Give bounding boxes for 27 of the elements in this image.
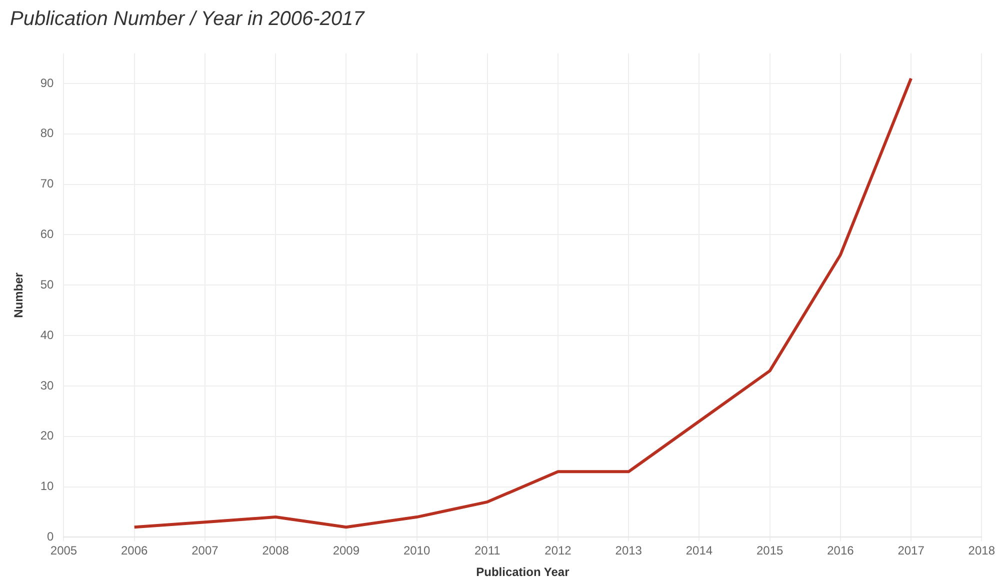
y-tick-label: 0 — [47, 530, 54, 544]
x-tick-label: 2009 — [332, 544, 360, 558]
y-tick-label: 60 — [40, 227, 54, 242]
x-tick-label: 2012 — [544, 544, 572, 558]
x-tick-label: 2010 — [403, 544, 430, 558]
y-tick-label: 50 — [40, 277, 54, 292]
y-tick-label: 80 — [40, 126, 54, 140]
x-tick-label: 2008 — [262, 544, 290, 558]
x-tick-label: 2005 — [50, 544, 78, 558]
y-tick-label: 20 — [40, 428, 54, 443]
x-tick-label: 2011 — [474, 544, 501, 558]
x-tick-label: 2013 — [615, 544, 642, 558]
y-tick-label: 30 — [40, 378, 54, 392]
x-tick-label: 2007 — [192, 544, 219, 558]
x-tick-label: 2018 — [968, 544, 996, 558]
y-tick-label: 90 — [40, 76, 54, 90]
y-tick-label: 10 — [40, 479, 54, 494]
y-axis-title: Number — [12, 272, 26, 318]
x-tick-label: 2014 — [686, 544, 713, 558]
y-tick-label: 70 — [40, 176, 54, 191]
x-axis-title: Publication Year — [476, 565, 570, 580]
x-tick-label: 2016 — [827, 544, 854, 558]
chart-title: Publication Number / Year in 2006-2017 — [10, 8, 364, 31]
y-tick-label: 40 — [40, 328, 54, 342]
x-tick-label: 2006 — [121, 544, 148, 558]
x-tick-label: 2017 — [898, 544, 925, 558]
x-tick-label: 2015 — [756, 544, 784, 558]
